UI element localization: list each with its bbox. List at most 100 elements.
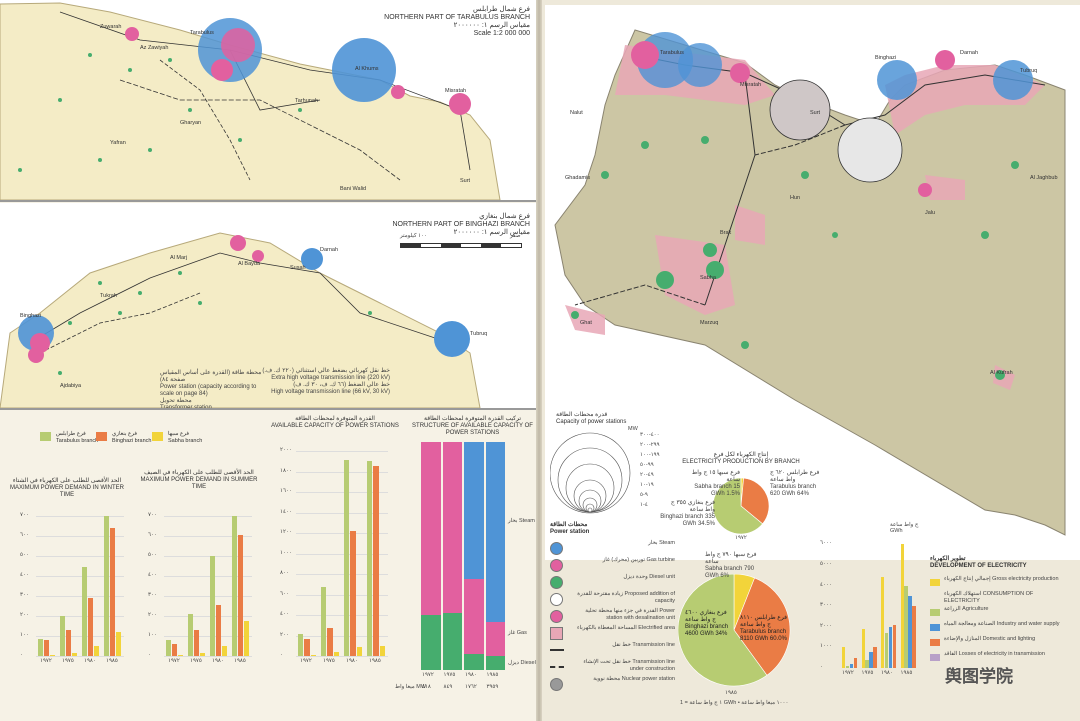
town-label: Al Bayda bbox=[238, 261, 261, 267]
structure-seg-gas bbox=[421, 442, 441, 616]
dev-bar-agri bbox=[845, 665, 850, 668]
x-tick-label: ١٩٧٢ bbox=[842, 670, 854, 676]
grid-line bbox=[36, 536, 124, 537]
y-tick-label: ١٨٠٠ bbox=[280, 467, 292, 474]
y-tick-label: ٢٠٠ bbox=[280, 631, 289, 638]
production-pie-1985 bbox=[678, 574, 791, 687]
x-tick-label: ١٩٧٢ bbox=[40, 658, 52, 664]
page-gutter bbox=[536, 0, 542, 721]
dev-legend-swatch bbox=[930, 579, 940, 586]
production-scale-note: ١ ج واط ساعة = 1 GWh • ١٠٠٠ ميغا واط ساع… bbox=[680, 700, 789, 706]
y-tick-label: ١٠٠٠ bbox=[280, 549, 292, 556]
y-tick-label: ٧٠٠ bbox=[148, 512, 157, 518]
dev-bar-gross bbox=[900, 544, 904, 668]
town-label: Surt bbox=[810, 110, 821, 116]
capacity-scale-title-en: Capacity of power stations bbox=[556, 419, 627, 425]
x-tick-label: ١٩٨٠ bbox=[346, 658, 358, 664]
dev-legend-label: إجمالي إنتاج الكهرباء Gross electricity … bbox=[944, 576, 1059, 582]
capacity-title-ar: القدرة المتوفرة لمحطات الطاقة bbox=[295, 416, 375, 422]
tarabulus-stations bbox=[18, 18, 471, 172]
bar-tarabulus bbox=[188, 614, 194, 656]
bar-tarabulus bbox=[104, 516, 110, 656]
prod-small-label-binghazi: فرع بنغازي ٣٥٥ ج واط ساعة Binghazi branch… bbox=[660, 500, 715, 527]
town-label: Jalu bbox=[925, 210, 936, 216]
station-legend-swatch bbox=[550, 649, 564, 651]
bar-sabha bbox=[356, 647, 363, 656]
structure-total: ٤١٨ bbox=[422, 684, 431, 690]
x-tick-label: ١٩٨٥ bbox=[900, 670, 913, 676]
dev-bar-domestic bbox=[873, 647, 877, 668]
grid-line bbox=[36, 636, 124, 637]
station-legend-swatch bbox=[550, 542, 563, 555]
structure-seg-diesel bbox=[485, 656, 505, 670]
y-tick-label: ٧٠٠ bbox=[20, 512, 29, 518]
town-label: Tarabulus bbox=[660, 50, 684, 56]
grid-line bbox=[164, 636, 252, 637]
legend-tarabulus-label: فرع طرابلس Tarabulus branch bbox=[56, 431, 99, 444]
station-legend-swatch bbox=[550, 678, 563, 691]
y-tick-label: ٦٠٠ bbox=[20, 532, 29, 538]
station-legend-swatch bbox=[550, 610, 563, 623]
town-label: Sabha bbox=[700, 275, 716, 281]
development-legend: إجمالي إنتاج الكهرباء Gross electricity … bbox=[930, 576, 1070, 676]
summer-chart: ٠ ١٠٠ ٢٠٠ ٣٠٠ ٤٠٠ ٥٠٠ ٦٠٠ ٧٠٠ ١٩٧٢ ١٩٧٥ ١٩٨٠ ١٩٨٥ bbox=[148, 510, 254, 670]
dev-bar-gross bbox=[861, 628, 865, 668]
year-1972-label: ١٩٧٢ bbox=[735, 535, 747, 541]
structure-seg-gas bbox=[442, 442, 462, 613]
development-title-en: DEVELOPMENT OF ELECTRICITY bbox=[930, 563, 1027, 569]
winter-title-en: MAXIMUM POWER DEMAND IN WINTER TIME bbox=[10, 485, 124, 498]
bar-tarabulus bbox=[60, 615, 66, 656]
dev-bar-agri bbox=[865, 659, 869, 668]
grid-line bbox=[296, 574, 388, 575]
y-tick-label: ١٤٠٠ bbox=[280, 508, 292, 515]
dev-legend-swatch bbox=[930, 654, 940, 661]
dev-bar-industry bbox=[908, 595, 912, 668]
dev-legend-swatch bbox=[930, 624, 940, 631]
y-tick-label: ١٠٠ bbox=[20, 632, 29, 638]
grid-line bbox=[296, 635, 388, 637]
y-tick-label: ٢٠٠٠ bbox=[820, 622, 832, 629]
dev-bar-gross bbox=[842, 647, 846, 668]
capacity-scale-value: ١٩٩-١٠٠ bbox=[640, 452, 660, 458]
station-legend-swatch bbox=[550, 576, 563, 589]
binghazi-map-panel: فرع شمال بنغازي NORTHERN PART OF BINGHAZ… bbox=[0, 203, 536, 408]
tarabulus-map-panel: فرع شمال طرابلس NORTHERN PART OF TARABUL… bbox=[0, 0, 536, 200]
dev-legend-item: المنازل والإضاءة Domestic and lighting bbox=[930, 636, 1070, 650]
bar-tarabulus bbox=[210, 556, 216, 656]
legend-line2-en: High voltage transmission line (66 kV, 3… bbox=[271, 389, 390, 395]
station-legend-item: المساحة المغطاة بالكهرباء Electrified ar… bbox=[550, 625, 675, 641]
grid-line bbox=[36, 576, 124, 577]
grid-line bbox=[296, 512, 388, 514]
station-legend-item: توربين (محرك) غاز Gas turbine bbox=[550, 557, 675, 573]
capacity-scale-value: ٩٩-٥٠ bbox=[640, 462, 654, 468]
station-legend-item: خط نقل تحت الإنشاء Transmission line und… bbox=[550, 659, 675, 675]
legend-sabha-swatch bbox=[152, 432, 163, 441]
dev-legend-swatch bbox=[930, 609, 940, 616]
station-legend-item: زيادة مقترحة للقدرة Proposed addition of… bbox=[550, 591, 675, 607]
x-tick-label: ١٩٨٠ bbox=[212, 658, 224, 664]
grid-line bbox=[36, 596, 124, 597]
dev-legend-item: إجمالي إنتاج الكهرباء Gross electricity … bbox=[930, 576, 1070, 590]
structure-chart: ١٩٧٢ ١٩٧٥ ١٩٨٠ ١٩٨٥ bbox=[420, 442, 506, 678]
binghazi-map bbox=[0, 203, 536, 408]
x-tick-label: ١٩٧٢ bbox=[168, 658, 180, 664]
tarabulus-title-en: NORTHERN PART OF TARABULUS BRANCH bbox=[384, 14, 530, 21]
y-tick-label: ٠ bbox=[148, 652, 151, 658]
grid-line bbox=[296, 533, 388, 534]
town-label: Hun bbox=[790, 195, 801, 201]
bar-sabha bbox=[116, 631, 122, 656]
panel-divider bbox=[0, 408, 536, 410]
bar-binghazi bbox=[304, 639, 310, 656]
y-tick-label: ٦٠٠٠ bbox=[820, 540, 832, 547]
x-tick-label: ١٩٨٠ bbox=[84, 658, 96, 664]
station-legend-item: خط نقل Transmission line bbox=[550, 642, 675, 658]
watermark: 舆图学院 bbox=[945, 667, 1013, 686]
y-tick-label: ٦٠٠ bbox=[280, 590, 289, 597]
town-label: Az Zawiyah bbox=[140, 45, 169, 51]
legend-binghazi-swatch bbox=[96, 432, 107, 441]
y-tick-label: ٠ bbox=[280, 652, 283, 658]
dev-legend-item: استهلاك الكهرباء CONSUMPTION OF ELECTRIC… bbox=[930, 591, 1070, 605]
capacity-title-en: AVAILABLE CAPACITY OF POWER STATIONS bbox=[271, 423, 399, 429]
capacity-scale-value: ٢٩٩-٢٠٠ bbox=[640, 442, 660, 448]
y-tick-label: ٢٠٠ bbox=[148, 612, 157, 618]
